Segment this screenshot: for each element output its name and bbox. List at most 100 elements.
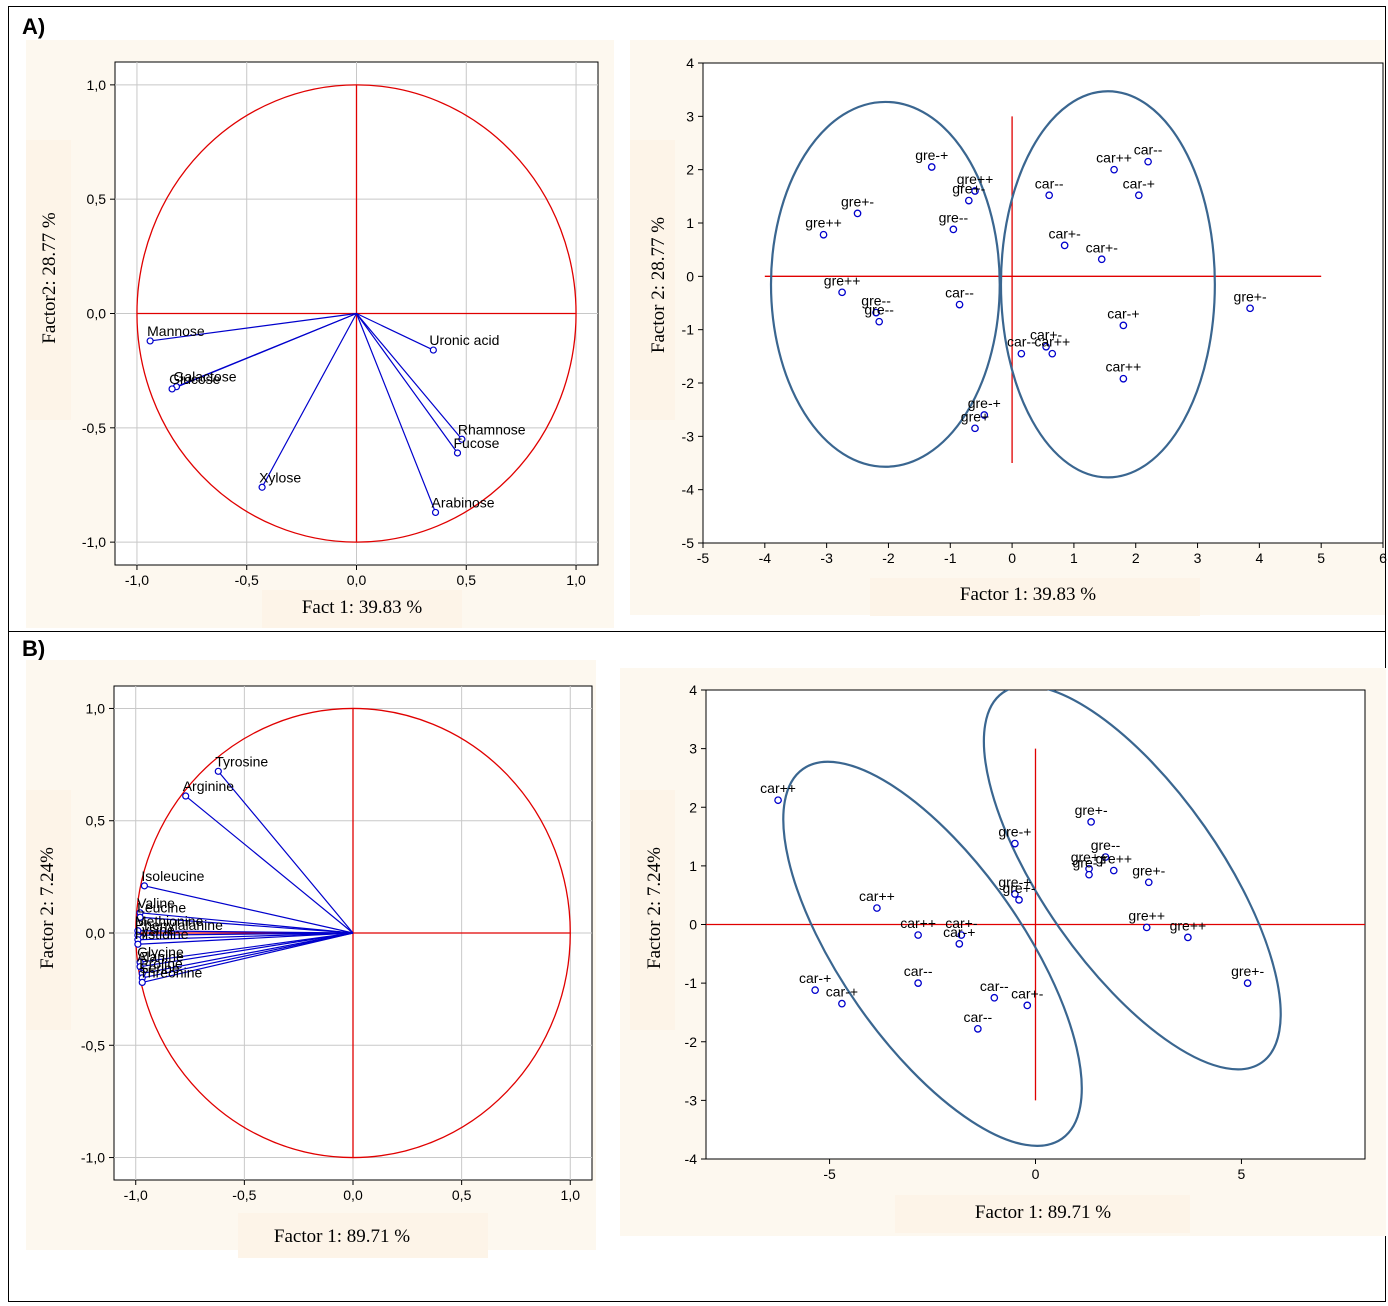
score-label: car++ xyxy=(1096,150,1132,166)
x-tick-label: 0,0 xyxy=(347,572,367,588)
score-label: gre+- xyxy=(1132,862,1165,878)
score-label: car+- xyxy=(1030,327,1063,343)
group-ellipse xyxy=(782,760,1083,1147)
loading-vector xyxy=(356,313,458,454)
loading-vector xyxy=(261,313,358,488)
loading-point xyxy=(453,449,462,457)
ylabel-bg xyxy=(630,140,675,420)
loading-point xyxy=(429,346,437,354)
score-point xyxy=(957,931,966,939)
score-label: car++ xyxy=(1034,334,1070,350)
ylabel-bg xyxy=(26,790,71,1030)
y-tick-label: 4 xyxy=(689,682,697,698)
loading-label: Serine xyxy=(139,960,180,976)
xlabel-bg xyxy=(238,1213,488,1258)
score-point xyxy=(1243,979,1252,987)
score-label: car-+ xyxy=(1107,305,1139,321)
y-tick-label: -1 xyxy=(682,322,695,338)
score-point xyxy=(1144,157,1152,166)
score-point xyxy=(955,939,964,948)
loading-vector xyxy=(355,313,437,513)
score-label: gre+- xyxy=(841,193,874,209)
score-point xyxy=(1011,890,1019,898)
loading-vector xyxy=(137,932,354,936)
score-point xyxy=(1011,839,1019,848)
score-point xyxy=(955,300,964,309)
score-label: car-+ xyxy=(1123,175,1155,191)
score-label: gre-- xyxy=(864,302,894,318)
group-ellipse xyxy=(769,100,1001,468)
loading-point xyxy=(134,940,142,948)
loading-point xyxy=(136,913,144,921)
loading-vector xyxy=(144,885,354,934)
score-point xyxy=(1184,933,1192,942)
score-point xyxy=(1134,191,1143,200)
loading-vector xyxy=(356,312,434,351)
panel-divider xyxy=(8,631,1386,632)
score-label: gre+- xyxy=(1231,963,1264,979)
score-point xyxy=(1109,866,1118,875)
y-tick-label: -4 xyxy=(685,1151,698,1167)
y-tick-label: 1 xyxy=(689,858,697,874)
score-label: gre++ xyxy=(805,215,842,231)
figure-frame xyxy=(8,6,1386,1302)
score-label: gre++ xyxy=(1071,849,1108,865)
score-label: gre+- xyxy=(1075,802,1108,818)
loading-label: Uronic acid xyxy=(429,332,499,348)
score-point xyxy=(1144,878,1153,887)
score-label: gre+- xyxy=(1002,880,1035,896)
y-tick-label: 0,0 xyxy=(86,925,106,941)
y-tick-label: 0,0 xyxy=(87,306,107,322)
score-label: car-- xyxy=(1134,142,1163,158)
loading-label: Alanine xyxy=(137,949,184,965)
score-label: car-+ xyxy=(943,924,975,940)
score-label: gre++ xyxy=(1170,917,1207,933)
score-label: car-- xyxy=(1035,175,1064,191)
x-tick-label: 0 xyxy=(1008,550,1016,566)
y-tick-label: 0,5 xyxy=(86,813,106,829)
loading-label: Xylose xyxy=(259,469,301,485)
score-label: car++ xyxy=(1105,359,1141,375)
loading-vector xyxy=(150,312,357,342)
x-tick-label: -4 xyxy=(759,550,772,566)
chart-A-loadings: -1,0 -0,5 0,0 0,5 1,0 -1,0 -0,5 0,0 0,5 1,0 Fact 1… xyxy=(26,61,599,628)
loading-label: Rhamnose xyxy=(458,421,526,437)
x-tick-label: 1,0 xyxy=(566,572,586,588)
score-label: gre-+ xyxy=(915,147,948,163)
score-point xyxy=(971,424,979,433)
score-point xyxy=(1087,818,1095,826)
score-point xyxy=(1060,241,1069,250)
loading-point xyxy=(146,337,154,345)
ylabel-bg xyxy=(26,140,71,420)
x-tick-label: -2 xyxy=(882,550,895,566)
panel-label-a: A) xyxy=(22,14,46,39)
loading-point xyxy=(458,435,466,443)
y-tick-label: -1,0 xyxy=(81,1150,105,1166)
y-tick-label: -0,5 xyxy=(82,420,106,436)
x-axis-title: Fact 1: 39.83 % xyxy=(302,597,422,618)
plot-area xyxy=(702,62,1384,544)
score-label: car++ xyxy=(760,780,796,796)
x-axis-title: Factor 1: 39.83 % xyxy=(960,584,1096,605)
loading-label: Leucine xyxy=(137,899,186,915)
score-label: car++ xyxy=(859,888,895,904)
x-tick-label: 6 xyxy=(1379,550,1387,566)
x-axis-title: Factor 1: 89.71 % xyxy=(975,1202,1111,1223)
score-label: gre+- xyxy=(952,181,985,197)
loading-label: Fucose xyxy=(453,435,499,451)
chart-B-loadings: -1,0 -0,5 0,0 0,5 1,0 -1,0 -0,5 0,0 0,5 1,0 Factor… xyxy=(26,685,593,1258)
score-point xyxy=(990,993,999,1002)
loading-label: Isoleucine xyxy=(141,868,204,884)
y-tick-label: -5 xyxy=(682,535,695,551)
loading-point xyxy=(138,978,146,987)
score-point xyxy=(1048,349,1057,358)
loading-label: Galactose xyxy=(173,369,236,385)
loading-label: Proline xyxy=(139,955,183,971)
x-tick-label: -5 xyxy=(697,550,710,566)
score-label: car+- xyxy=(945,915,978,931)
plot-inner: Tyrosine Arginine Isoleucine ValineLeucineM… xyxy=(134,707,571,1159)
loading-vector xyxy=(137,930,354,934)
score-point xyxy=(1023,1001,1032,1010)
y-tick-label: 3 xyxy=(689,741,697,757)
